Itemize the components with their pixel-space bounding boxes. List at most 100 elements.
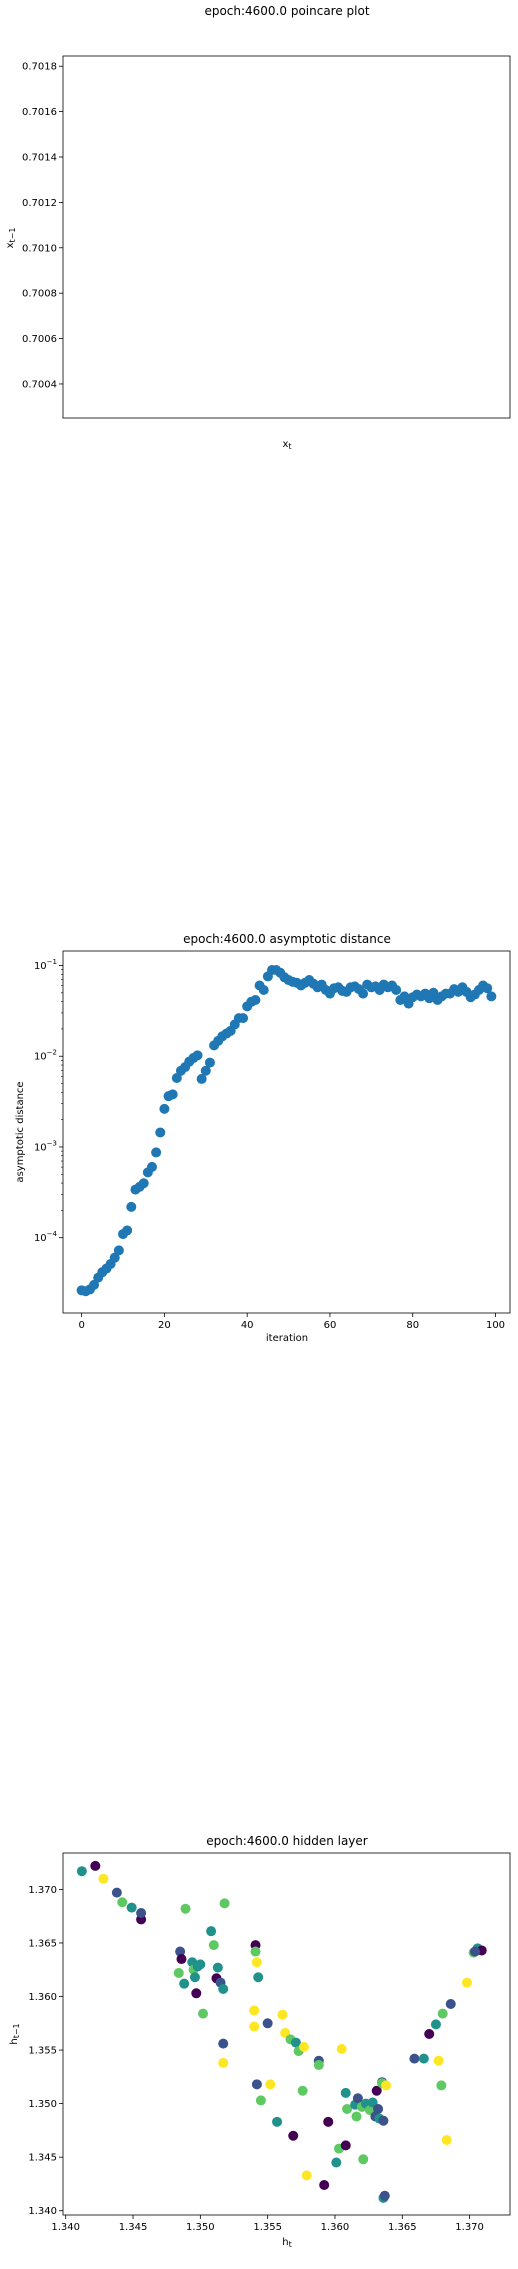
hidden-layer-xtick-label: 1.365 (388, 2222, 417, 2233)
asymptotic-point (428, 987, 439, 998)
asymptotic-point (250, 994, 261, 1005)
hidden-layer-point (262, 2018, 273, 2029)
hidden-layer-xtick-label: 1.345 (119, 2222, 148, 2233)
hidden-layer-point (445, 1999, 456, 2010)
hidden-layer-point (469, 1946, 480, 1957)
hidden-layer-point (418, 2053, 429, 2064)
asymptotic-point (151, 1147, 162, 1158)
asymptotic-ylabel: asymptotic distance (15, 1081, 26, 1182)
hidden-layer-point (437, 2008, 448, 2019)
hidden-layer-point (253, 1972, 264, 1983)
hidden-layer-point (195, 1959, 206, 1970)
hidden-layer-point (331, 2157, 342, 2168)
hidden-layer-point (342, 2103, 353, 2114)
hidden-layer-point (441, 2135, 452, 2146)
hidden-layer-point (265, 2079, 276, 2090)
hidden-layer-ytick-label: 1.370 (28, 1885, 57, 1896)
hidden-layer-point (175, 1946, 186, 1957)
asymptotic-plot-frame (62, 950, 511, 1314)
hidden-layer-point (290, 2037, 301, 2048)
hidden-layer-point (424, 2029, 435, 2039)
poincare-ylabel: xt−1 (5, 228, 17, 249)
poincare-plot-title: epoch:4600.0 poincare plot (204, 4, 369, 18)
hidden-layer-ytick-label: 1.350 (28, 2099, 57, 2110)
hidden-layer-ytick-label: 1.365 (28, 1938, 57, 1949)
hidden-layer-ylabel: ht−1 (9, 2023, 21, 2044)
asymptotic-xtick-label: 20 (158, 1320, 171, 1331)
hidden-layer-point (373, 2103, 384, 2114)
poincare-ytick-label: 0.7006 (22, 334, 57, 345)
poincare-ytick-label: 0.7012 (22, 198, 57, 209)
asymptotic-point (138, 1178, 149, 1189)
hidden-layer-point (379, 2190, 390, 2201)
hidden-layer-point (179, 1978, 190, 1989)
asymptotic-point (126, 1201, 137, 1212)
asymptotic-point (89, 1279, 100, 1290)
asymptotic-xtick-label: 100 (486, 1320, 505, 1331)
hidden-layer-xtick-label: 1.355 (253, 2222, 282, 2233)
asymptotic-xtick-label: 80 (406, 1320, 419, 1331)
asymptotic-xtick-label: 0 (78, 1320, 84, 1331)
asymptotic-point (155, 1127, 166, 1138)
asymptotic-point (122, 1225, 133, 1236)
hidden-layer-point (323, 2116, 334, 2127)
hidden-layer-point (198, 2008, 209, 2019)
hidden-layer-ytick-label: 1.340 (28, 2206, 57, 2217)
asymptotic-point (192, 1050, 203, 1061)
hidden-layer-point (180, 1903, 191, 1914)
hidden-layer-point (191, 1988, 202, 1999)
hidden-layer-point (436, 2080, 447, 2091)
asymptotic-point (204, 1057, 215, 1068)
asymptotic-ytick-label: 10−3 (34, 1139, 57, 1153)
hidden-layer-ytick-label: 1.360 (28, 1992, 57, 2003)
asymptotic-xtick-label: 60 (324, 1320, 337, 1331)
asymptotic-point (113, 1245, 124, 1256)
hidden-layer-point (208, 1940, 219, 1951)
hidden-layer-point (351, 2111, 362, 2122)
hidden-layer-xtick-label: 1.350 (186, 2222, 215, 2233)
poincare-ytick-label: 0.7008 (22, 289, 57, 300)
hidden-layer-point (352, 2093, 363, 2104)
asymptotic-point (159, 1103, 170, 1114)
hidden-layer-point (219, 1898, 230, 1909)
hidden-layer-ytick-label: 1.355 (28, 2046, 57, 2057)
hidden-layer-point (371, 2085, 382, 2096)
hidden-layer-point (249, 2021, 260, 2032)
asymptotic-point (486, 991, 497, 1002)
hidden-layer-point (430, 2019, 441, 2030)
hidden-layer-point (126, 1902, 137, 1913)
hidden-layer-point (433, 2055, 444, 2066)
hidden-layer-point (288, 2130, 299, 2141)
asymptotic-xlabel: iteration (266, 1333, 308, 1344)
hidden-layer-ytick-label: 1.345 (28, 2153, 57, 2164)
hidden-layer-point (251, 2079, 262, 2090)
asymptotic-ytick-label: 10−1 (34, 958, 57, 972)
hidden-layer-point (218, 1984, 229, 1995)
hidden-layer-point (173, 1967, 184, 1978)
asymptotic-point (391, 985, 402, 996)
hidden-layer-xlabel: ht (282, 2237, 291, 2249)
hidden-layer-tick-group: 1.340 1.345 1.350 1.355 1.360 1.365 1.370 1.370… (28, 1885, 484, 2233)
hidden-layer-point (358, 2154, 369, 2165)
asymptotic-xtick-label: 40 (241, 1320, 254, 1331)
hidden-layer-point (340, 2087, 351, 2098)
poincare-ytick-label: 0.7016 (22, 107, 57, 118)
asymptotic-point (200, 1065, 211, 1076)
hidden-layer-point (98, 1873, 109, 1884)
hidden-layer-point (212, 1962, 223, 1973)
asymptotic-point (196, 1073, 207, 1084)
hidden-layer-point (255, 2095, 266, 2106)
asymptotic-point (258, 985, 269, 996)
hidden-layer-point (249, 2005, 260, 2016)
poincare-xlabel: xt (282, 439, 291, 451)
poincare-tick-group: 0.07040.07060.07080.07100.07120.07140.07… (22, 62, 63, 390)
asymptotic-point (399, 991, 410, 1002)
hidden-layer-point (272, 2116, 283, 2127)
hidden-layer-plot: epoch:4600.0 hidden layer 1.340 1.345 1.35… (9, 1834, 511, 2249)
hidden-layer-point (76, 1866, 87, 1877)
hidden-layer-point (297, 2085, 308, 2096)
hidden-layer-point (340, 2140, 351, 2151)
asymptotic-tick-group: 0 20 40 60 80 100 10−1 10−2 10−3 10−4 (34, 958, 505, 1331)
hidden-layer-point (218, 2038, 229, 2049)
asymptotic-ytick-label: 10−4 (34, 1230, 58, 1244)
